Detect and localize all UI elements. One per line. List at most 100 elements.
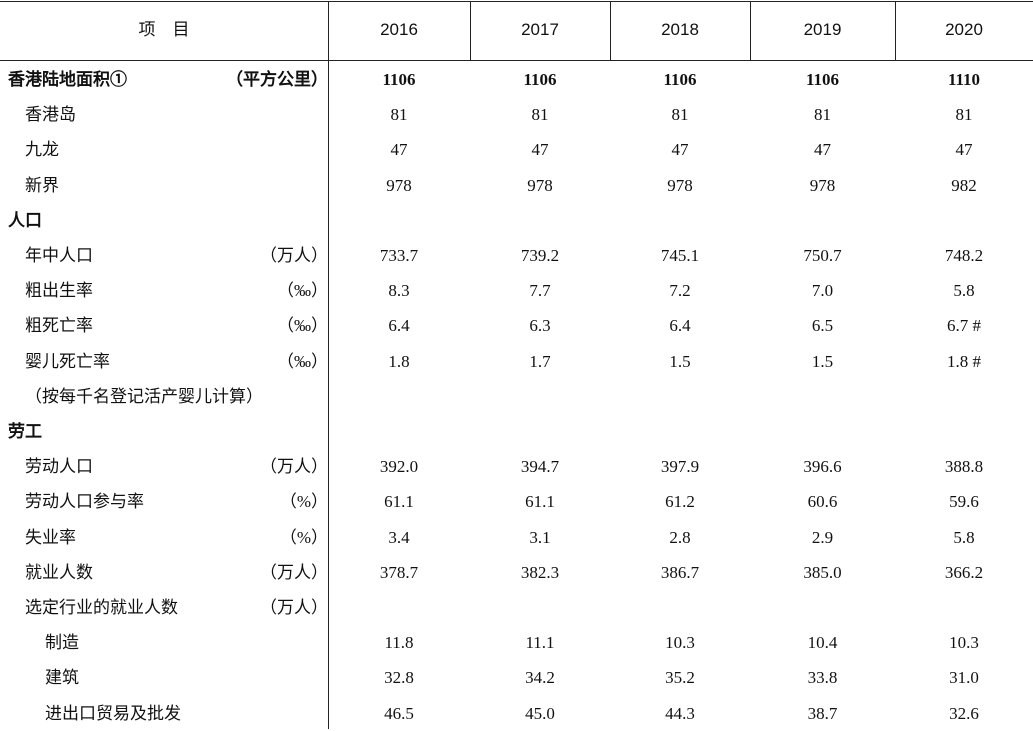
cell-value: 3.4 — [388, 527, 410, 547]
cell-value: 396.6 — [803, 457, 842, 477]
cell-value: 47 — [814, 140, 831, 160]
column-header: 2017 — [521, 20, 559, 39]
cell-value: 394.7 — [520, 457, 560, 477]
cell-value: 1110 — [947, 70, 981, 89]
row-label: 人口 — [8, 210, 42, 230]
cell-value: 748.2 — [944, 246, 984, 265]
row-unit: （平方公里） — [226, 70, 328, 89]
cell-value: 34.2 — [525, 668, 555, 688]
cell-value: 7.0 — [811, 281, 834, 301]
cell-value: 61.1 — [525, 492, 555, 512]
row-label: 婴儿死亡率 — [25, 351, 110, 371]
row-label: 建筑 — [45, 668, 79, 688]
cell-value: 5.8 — [953, 527, 975, 547]
row-unit: （万人） — [260, 562, 328, 582]
cell-value: 11.8 — [384, 633, 414, 653]
row-unit: （万人） — [260, 246, 328, 265]
cell-value: 59.6 — [949, 492, 979, 512]
cell-value: 385.0 — [803, 562, 842, 582]
cell-value: 2.8 — [669, 527, 691, 547]
cell-value: 1.5 — [669, 351, 691, 371]
rule — [0, 60, 1033, 61]
cell-value: 47 — [390, 140, 408, 160]
cell-value: 10.3 — [665, 633, 695, 653]
row-label: 新界 — [25, 175, 59, 195]
cell-value: 5.8 — [953, 281, 975, 301]
cell-value: 81 — [531, 105, 549, 125]
cell-value: 6.4 — [669, 316, 691, 336]
cell-value: 32.6 — [949, 703, 979, 723]
cell-value: 388.8 — [944, 457, 984, 477]
column-rule — [470, 1, 471, 60]
cell-value: 81 — [390, 105, 408, 125]
cell-value: 47 — [955, 140, 973, 160]
column-header: 2020 — [945, 20, 983, 39]
cell-value: 46.5 — [384, 703, 414, 723]
cell-value: 47 — [531, 140, 549, 160]
row-label: 粗死亡率 — [25, 316, 93, 336]
cell-value: 386.7 — [660, 562, 700, 582]
cell-value: 1.8 — [388, 351, 410, 371]
row-unit: （%） — [279, 492, 328, 512]
cell-value: 33.8 — [807, 668, 838, 688]
row-label: （按每千名登记活产婴儿计算） — [25, 386, 263, 406]
row-label: 失业率 — [25, 527, 76, 547]
column-header: 2019 — [803, 20, 842, 39]
cell-value: 978 — [386, 175, 412, 195]
cell-value: 739.2 — [520, 246, 560, 265]
row-unit: （‰） — [277, 281, 328, 301]
cell-value: 6.3 — [529, 316, 551, 336]
column-rule — [328, 1, 329, 729]
cell-value: 1106 — [382, 70, 416, 89]
cell-value: 38.7 — [807, 703, 838, 723]
cell-value: 61.1 — [384, 492, 414, 512]
row-unit: （万人） — [260, 598, 328, 617]
row-unit: （万人） — [260, 457, 328, 477]
cell-value: 11.1 — [525, 633, 555, 653]
row-label: 粗出生率 — [25, 281, 93, 301]
cell-value: 47 — [671, 140, 689, 160]
cell-value: 32.8 — [384, 668, 414, 688]
row-label: 香港陆地面积① — [8, 70, 127, 89]
column-header: 2016 — [380, 20, 418, 39]
cell-value: 1.5 — [811, 351, 834, 371]
column-header: 2018 — [661, 20, 699, 39]
cell-value: 45.0 — [525, 703, 555, 723]
cell-value: 378.7 — [379, 562, 419, 582]
row-unit: （‰） — [277, 351, 328, 371]
cell-value: 1106 — [805, 70, 840, 89]
column-rule — [895, 1, 896, 60]
cell-value: 745.1 — [660, 246, 700, 265]
column-rule — [610, 1, 611, 60]
row-label: 劳动人口参与率 — [25, 492, 144, 512]
cell-value: 392.0 — [379, 457, 419, 477]
row-label: 劳工 — [8, 422, 42, 441]
row-label: 就业人数 — [25, 562, 93, 582]
cell-value: 8.3 — [388, 281, 410, 301]
row-unit: （‰） — [277, 316, 328, 336]
cell-value: 81 — [955, 105, 973, 125]
cell-value: 1.8 # — [947, 351, 981, 371]
cell-value: 1.7 — [529, 351, 551, 371]
cell-value: 60.6 — [807, 492, 838, 512]
cell-value: 750.7 — [803, 246, 842, 265]
cell-value: 978 — [667, 175, 693, 195]
cell-value: 61.2 — [665, 492, 695, 512]
row-label: 香港岛 — [25, 105, 76, 125]
cell-value: 978 — [809, 175, 836, 195]
cell-value: 366.2 — [944, 562, 984, 582]
cell-value: 10.3 — [949, 633, 979, 653]
row-label: 制造 — [45, 633, 79, 653]
row-unit: （%） — [279, 527, 328, 547]
cell-value: 982 — [951, 175, 977, 195]
row-label: 年中人口 — [25, 246, 93, 265]
cell-value: 978 — [527, 175, 553, 195]
cell-value: 1106 — [663, 70, 697, 89]
cell-value: 382.3 — [520, 562, 560, 582]
cell-value: 3.1 — [529, 527, 551, 547]
column-header: 项 目 — [138, 20, 190, 39]
cell-value: 6.5 — [811, 316, 834, 336]
cell-value: 35.2 — [665, 668, 695, 688]
cell-value: 6.7 # — [947, 316, 981, 336]
